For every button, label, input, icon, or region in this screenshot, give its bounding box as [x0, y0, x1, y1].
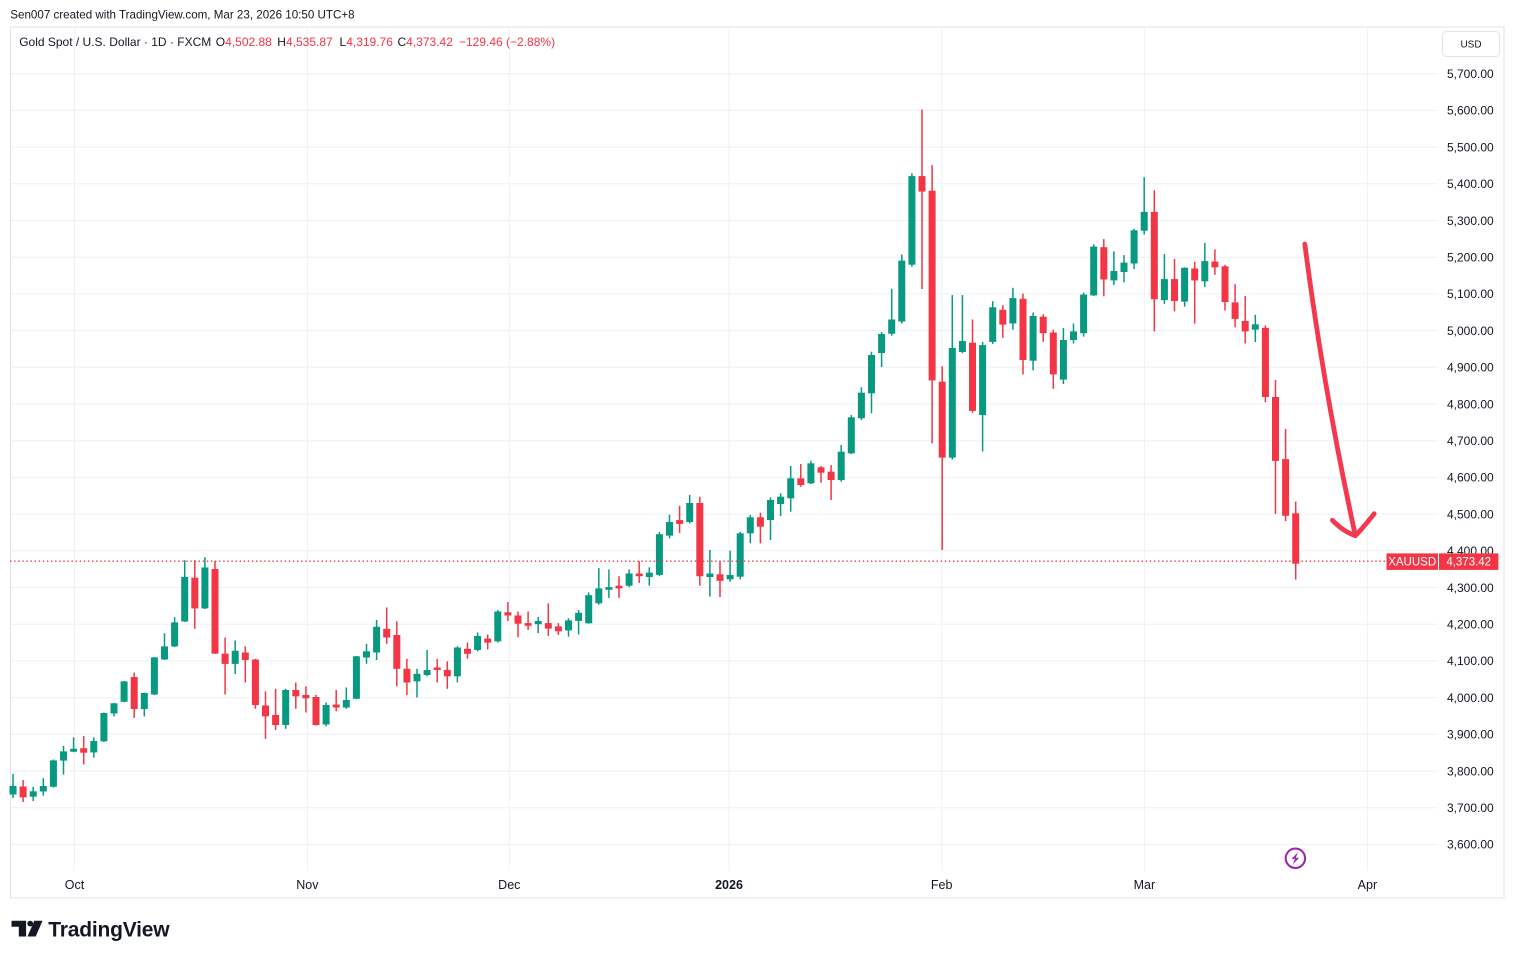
svg-text:5,100.00: 5,100.00: [1447, 287, 1494, 301]
svg-text:Mar: Mar: [1134, 878, 1156, 892]
svg-text:Gold Spot / U.S. Dollar · 1D ·: Gold Spot / U.S. Dollar · 1D · FXCM: [19, 35, 211, 49]
svg-text:4,373.42: 4,373.42: [1446, 557, 1491, 569]
svg-text:−129.46 (−2.88%): −129.46 (−2.88%): [459, 35, 555, 49]
svg-text:4,100.00: 4,100.00: [1447, 654, 1494, 668]
svg-text:5,500.00: 5,500.00: [1447, 140, 1494, 154]
svg-text:5,000.00: 5,000.00: [1447, 324, 1494, 338]
svg-text:Dec: Dec: [498, 878, 520, 892]
svg-text:4,200.00: 4,200.00: [1447, 618, 1494, 632]
svg-text:3,900.00: 3,900.00: [1447, 728, 1494, 742]
svg-text:4,600.00: 4,600.00: [1447, 471, 1494, 485]
svg-text:C4,373.42: C4,373.42: [398, 35, 454, 49]
svg-text:4,000.00: 4,000.00: [1447, 691, 1494, 705]
svg-text:3,800.00: 3,800.00: [1447, 764, 1494, 778]
svg-text:3,600.00: 3,600.00: [1447, 838, 1494, 852]
svg-text:H4,535.87: H4,535.87: [277, 35, 333, 49]
svg-text:4,300.00: 4,300.00: [1447, 581, 1494, 595]
svg-text:4,700.00: 4,700.00: [1447, 434, 1494, 448]
svg-text:Sen007 created with TradingVie: Sen007 created with TradingView.com, Mar…: [10, 9, 354, 22]
svg-text:2026: 2026: [715, 878, 743, 892]
svg-text:Nov: Nov: [296, 878, 319, 892]
svg-text:USD: USD: [1460, 39, 1481, 50]
svg-text:4,500.00: 4,500.00: [1447, 507, 1494, 521]
svg-text:5,600.00: 5,600.00: [1447, 104, 1494, 118]
svg-text:Feb: Feb: [931, 878, 953, 892]
svg-text:TradingView: TradingView: [48, 918, 170, 941]
svg-text:4,900.00: 4,900.00: [1447, 361, 1494, 375]
svg-text:XAUUSD: XAUUSD: [1388, 557, 1436, 569]
svg-text:5,400.00: 5,400.00: [1447, 177, 1494, 191]
svg-text:L4,319.76: L4,319.76: [340, 35, 394, 49]
svg-text:O4,502.88: O4,502.88: [216, 35, 272, 49]
svg-text:Apr: Apr: [1358, 878, 1377, 892]
svg-text:3,700.00: 3,700.00: [1447, 801, 1494, 815]
svg-text:5,300.00: 5,300.00: [1447, 214, 1494, 228]
svg-text:4,800.00: 4,800.00: [1447, 397, 1494, 411]
svg-text:Oct: Oct: [65, 878, 85, 892]
svg-text:5,200.00: 5,200.00: [1447, 251, 1494, 265]
svg-text:5,700.00: 5,700.00: [1447, 67, 1494, 81]
